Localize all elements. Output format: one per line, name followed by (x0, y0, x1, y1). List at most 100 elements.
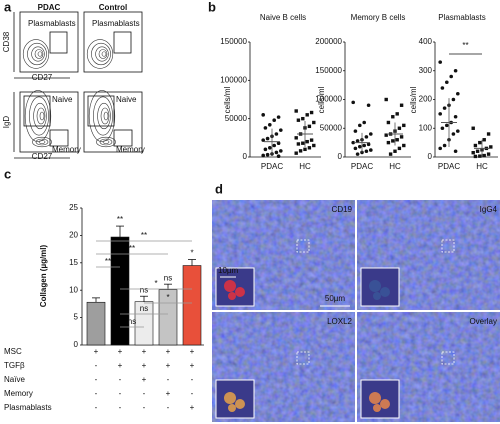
y-tick-label: 20 (69, 231, 78, 240)
data-point (276, 154, 281, 159)
axis-label: IgD (2, 116, 11, 129)
data-point (451, 97, 456, 102)
inset-cell (235, 287, 245, 297)
y-tick-label: 10 (69, 285, 78, 294)
y-tick-label: 25 (69, 203, 78, 212)
contour (24, 90, 52, 142)
data-point (268, 123, 272, 127)
data-point (358, 144, 362, 149)
data-point (438, 112, 443, 116)
condition-sign: - (143, 389, 146, 398)
data-point (478, 140, 482, 145)
x-tick-label: PDAC (438, 162, 460, 171)
data-point (471, 150, 475, 155)
y-tick-label: 200000 (315, 37, 342, 46)
data-point (482, 153, 486, 158)
contour (27, 42, 47, 66)
data-point (369, 148, 373, 152)
contour (33, 102, 47, 130)
data-point (272, 118, 277, 122)
x-tick-label: PDAC (261, 162, 283, 171)
data-point (353, 129, 358, 133)
data-point (456, 91, 460, 96)
data-point (393, 149, 397, 153)
data-point (351, 100, 356, 105)
data-point (391, 139, 395, 143)
bar-annotation: ** (117, 215, 123, 224)
contour (102, 140, 110, 144)
data-point (307, 124, 312, 129)
inset-cell (373, 292, 381, 300)
y-axis-label: cells/ml (409, 86, 418, 113)
condition-sign: - (95, 361, 98, 370)
data-point (486, 132, 491, 136)
contour (29, 96, 49, 136)
data-point (261, 138, 266, 142)
data-point (402, 143, 406, 148)
data-point (307, 146, 312, 150)
roi-box (296, 351, 310, 365)
data-point (261, 153, 266, 158)
gate (113, 129, 133, 147)
y-axis-label: cells/ml (223, 86, 232, 113)
contour (22, 39, 50, 69)
data-point (364, 135, 369, 139)
data-point (440, 86, 445, 90)
y-tick-label: 50000 (320, 123, 343, 132)
data-point (438, 60, 443, 64)
inset (215, 267, 255, 307)
data-point (274, 150, 279, 155)
y-tick-label: 5 (74, 313, 79, 322)
contour (32, 136, 52, 148)
gate-label: Plasmablasts (92, 19, 140, 28)
data-point (388, 152, 393, 156)
data-point (366, 142, 371, 147)
contour (99, 138, 113, 146)
inset-cell (369, 392, 381, 404)
condition-label: MSC (4, 347, 22, 356)
y-tick-label: 300 (419, 66, 433, 75)
data-point (442, 106, 447, 110)
condition-sign: - (119, 375, 122, 384)
channel-label: Overlay (469, 317, 497, 326)
condition-sign: - (95, 375, 98, 384)
contour (35, 138, 49, 146)
contour (38, 140, 46, 144)
contour (86, 39, 114, 69)
significance-label: ** (462, 41, 468, 50)
comparison-label: * (166, 293, 169, 302)
condition-sign: + (94, 347, 99, 356)
data-point (265, 136, 270, 141)
y-axis-label: Collagen (µg/ml) (39, 244, 48, 307)
bar-annotation: * (190, 249, 193, 258)
data-point (478, 154, 482, 158)
y-tick-label: 0 (74, 340, 79, 349)
comparison-label: ns (140, 304, 148, 313)
inset-cell (369, 280, 381, 292)
data-point (438, 146, 443, 151)
data-point (296, 118, 301, 122)
panel-letter: d (215, 181, 223, 196)
plot-frame (19, 91, 79, 153)
contour (103, 111, 109, 121)
condition-sign: + (190, 403, 195, 412)
column-title: PDAC (38, 3, 61, 12)
data-point (391, 115, 395, 119)
data-point (309, 110, 314, 115)
data-point (355, 139, 360, 143)
column-title: Control (99, 3, 127, 12)
panel-letter: a (4, 0, 12, 14)
data-point (279, 149, 283, 153)
gate-label: Plasmablasts (28, 19, 76, 28)
data-point (294, 109, 298, 113)
chart-title: Memory B cells (351, 13, 406, 22)
data-point (395, 112, 399, 116)
y-tick-label: 0 (338, 152, 343, 161)
gate-label: Memory (52, 145, 81, 154)
y-tick-label: 100000 (220, 75, 247, 84)
data-point (449, 74, 454, 79)
data-point (482, 138, 486, 142)
channel-label: IgG4 (480, 205, 498, 214)
data-point (312, 143, 316, 148)
